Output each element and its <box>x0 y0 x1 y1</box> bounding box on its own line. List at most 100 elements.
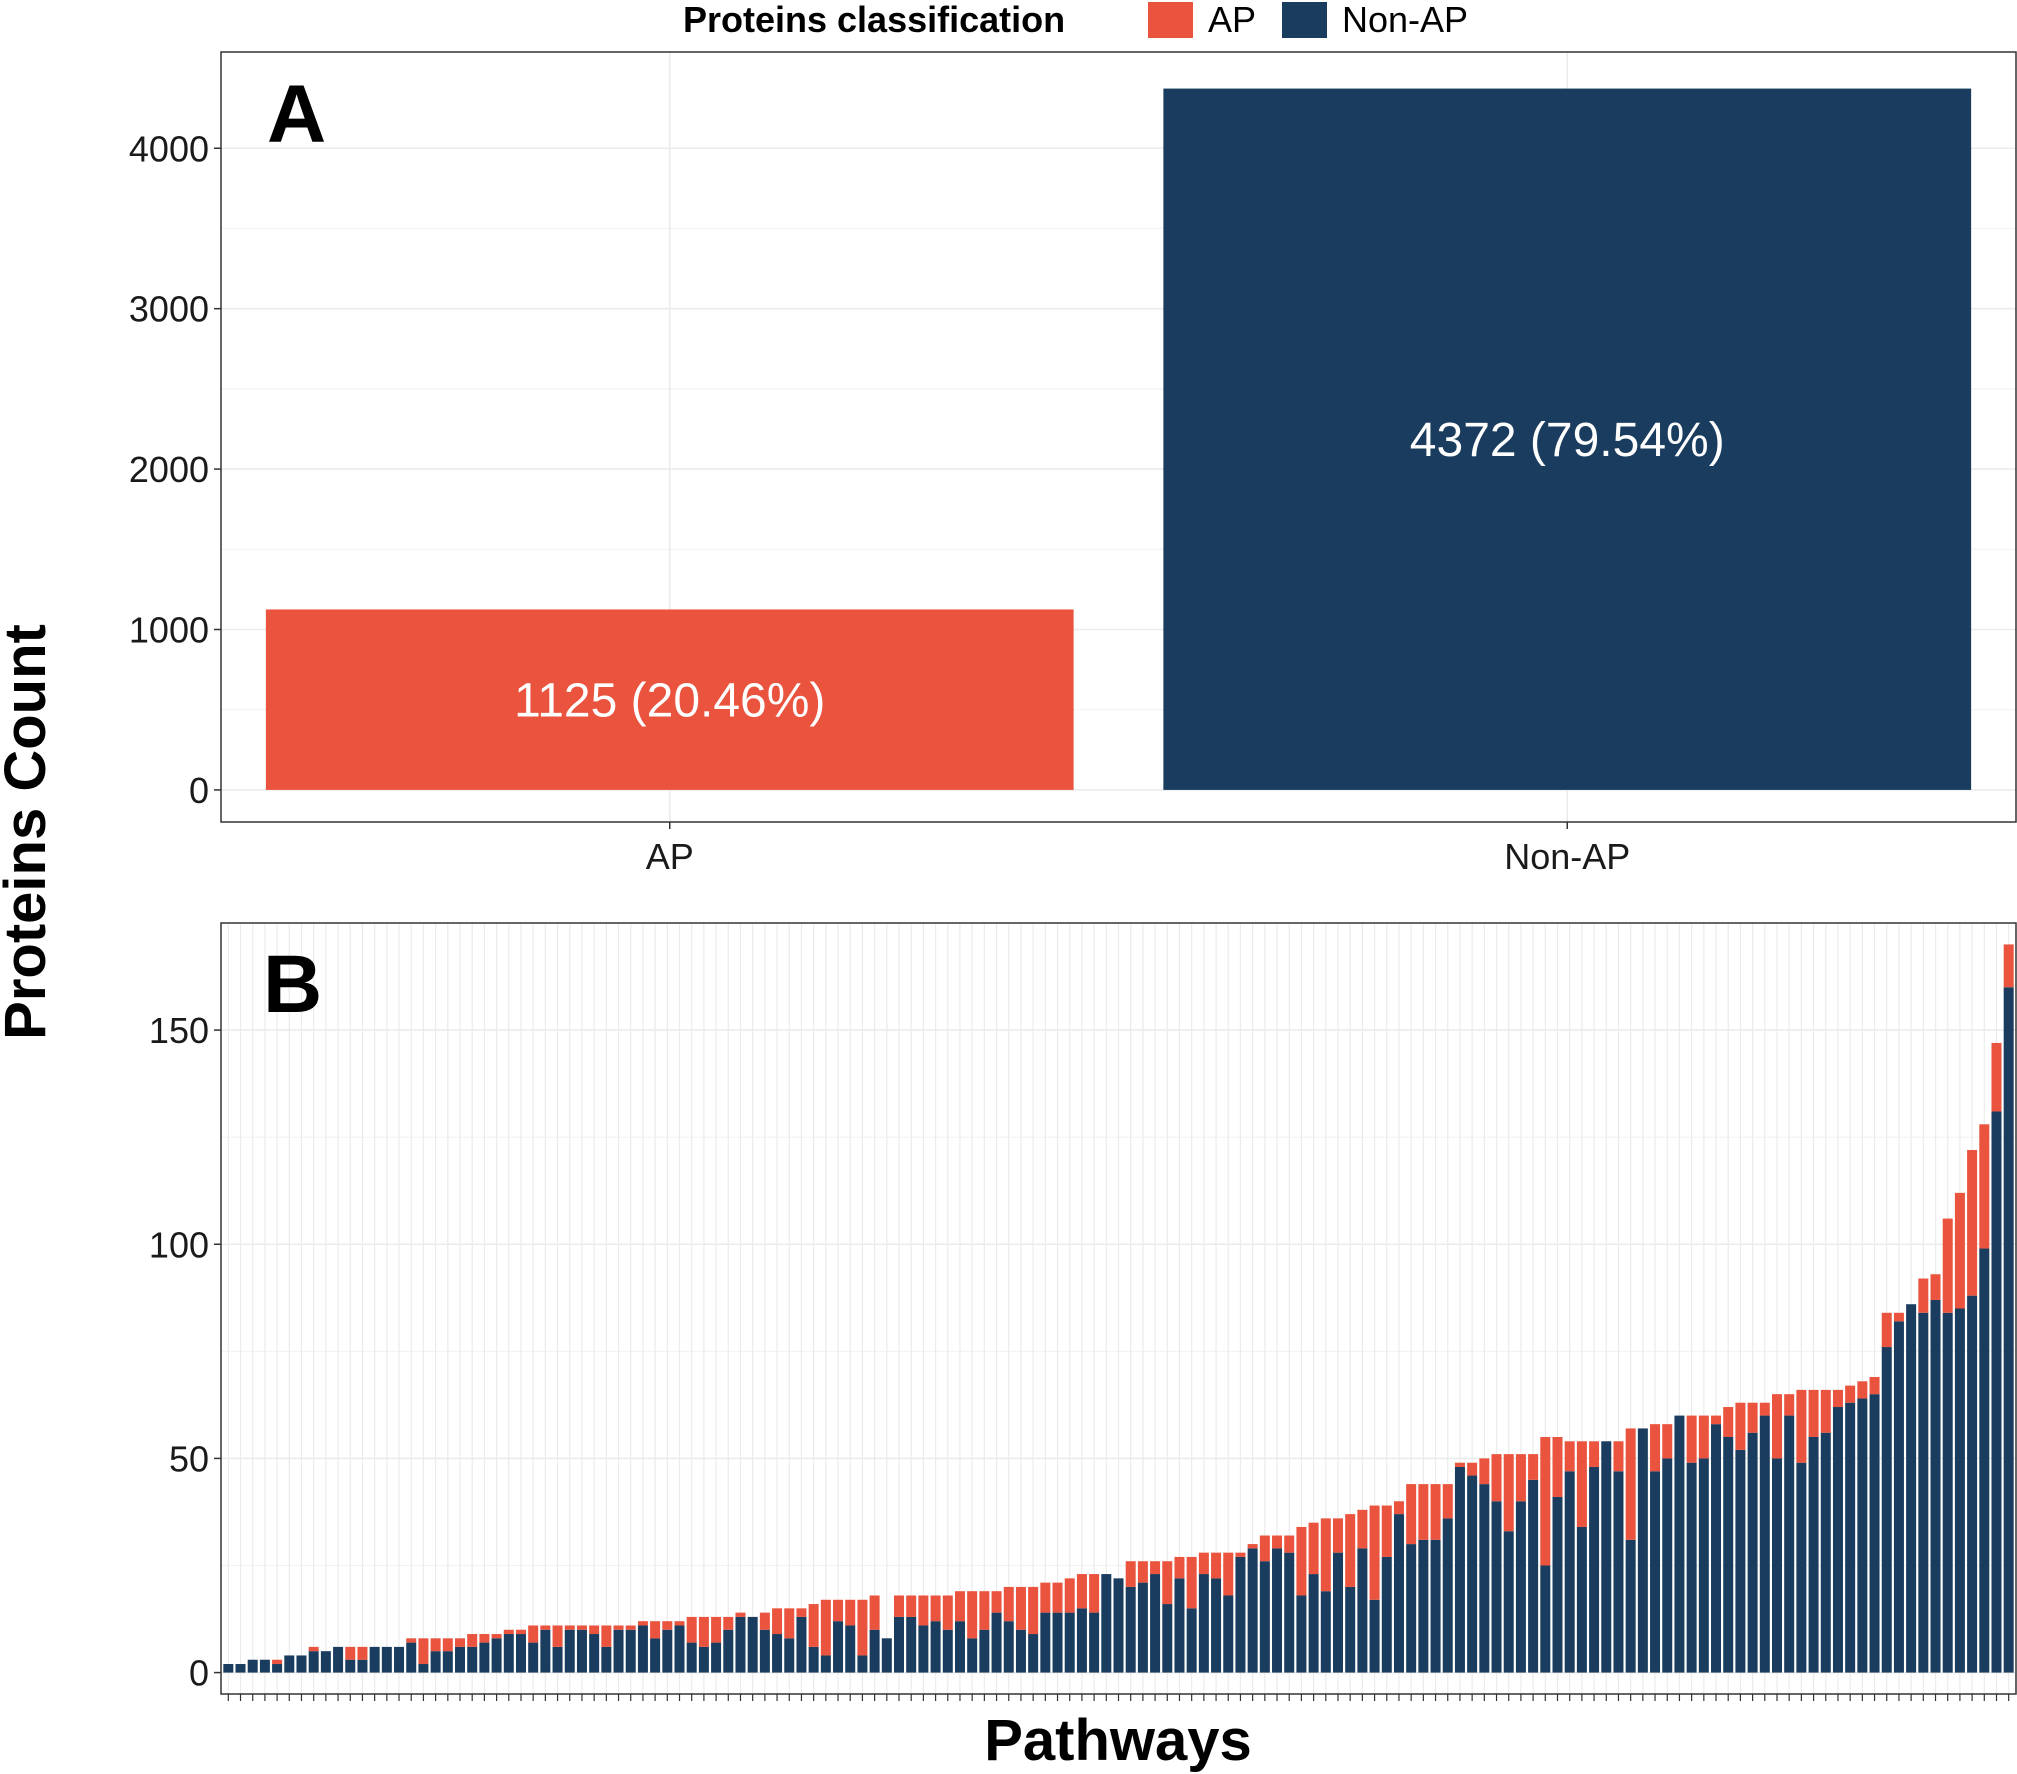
pathway-bar-ap <box>894 1595 905 1617</box>
pathway-bar-non-ap <box>1308 1574 1319 1673</box>
pathway-bar-non-ap <box>1967 1295 1978 1673</box>
panel-b-y-tick-label: 50 <box>169 1438 209 1479</box>
pathway-bar-ap <box>1991 1042 2002 1112</box>
panel-b-y-tick-label: 150 <box>149 1010 209 1051</box>
pathway-bar-ap <box>272 1659 283 1665</box>
pathway-bar-ap <box>1284 1535 1295 1553</box>
pathway-bar-ap <box>930 1595 941 1622</box>
pathway-bar-non-ap <box>1820 1432 1831 1673</box>
pathway-bar-non-ap <box>540 1629 551 1673</box>
pathway-bar-non-ap <box>881 1638 892 1673</box>
pathway-bar-ap <box>1503 1454 1514 1532</box>
pathway-bar-ap <box>1308 1522 1319 1575</box>
pathway-bar-ap <box>1564 1441 1575 1472</box>
pathway-bar-ap <box>808 1604 819 1647</box>
panel-a: 1125 (20.46%) 4372 (79.54%) 0 1000 2000 3000… <box>129 51 2017 877</box>
pathway-bar-ap <box>418 1638 429 1665</box>
pathway-bar-ap <box>1613 1441 1624 1472</box>
pathway-bar-non-ap <box>235 1664 246 1673</box>
pathway-bar-non-ap <box>1662 1458 1673 1673</box>
pathway-bar-ap <box>503 1629 514 1635</box>
pathway-bar-non-ap <box>1174 1578 1185 1673</box>
pathway-bar-non-ap <box>1064 1612 1075 1673</box>
pathway-bar-ap <box>1808 1389 1819 1437</box>
pathway-bar-non-ap <box>1930 1299 1941 1673</box>
pathway-bar-ap <box>833 1599 844 1622</box>
pathway-bar-ap <box>1418 1484 1429 1540</box>
pathway-bar-non-ap <box>552 1646 563 1673</box>
pathway-bar-ap <box>1125 1561 1136 1587</box>
pathway-bar-ap <box>796 1608 807 1617</box>
pathway-bar-non-ap <box>1284 1552 1295 1673</box>
pathway-bar-non-ap <box>735 1616 746 1673</box>
pathway-bar-non-ap <box>589 1634 600 1673</box>
pathway-bar-non-ap <box>1832 1407 1843 1673</box>
pathway-bar-ap <box>1186 1556 1197 1609</box>
pathway-bar-non-ap <box>455 1646 466 1673</box>
pathway-bar-ap <box>1003 1586 1014 1622</box>
y-axis-title: Proteins Count <box>0 624 58 1040</box>
panel-a-tag: A <box>267 69 326 160</box>
pathway-bar-ap <box>650 1621 661 1639</box>
pathway-bar-ap <box>479 1634 490 1643</box>
pathway-bar-ap <box>442 1638 453 1652</box>
pathway-bar-ap <box>552 1625 563 1647</box>
pathway-bar-non-ap <box>1479 1484 1490 1673</box>
pathway-bar-ap <box>820 1599 831 1656</box>
pathway-bar-ap <box>1345 1514 1356 1587</box>
pathway-bar-non-ap <box>1576 1526 1587 1673</box>
pathway-bar-non-ap <box>1467 1475 1478 1673</box>
pathway-bar-ap <box>1771 1394 1782 1459</box>
pathway-bar-ap <box>759 1612 770 1630</box>
pathway-bar-ap <box>637 1621 648 1626</box>
pathway-bar-non-ap <box>906 1616 917 1673</box>
pathway-bar-ap <box>1540 1437 1551 1566</box>
pathway-bar-ap <box>613 1625 624 1630</box>
pathway-bar-non-ap <box>259 1659 270 1673</box>
pathway-bar-non-ap <box>796 1616 807 1673</box>
pathway-bar-non-ap <box>369 1646 380 1673</box>
pathway-bar-non-ap <box>1845 1402 1856 1673</box>
pathway-bar-non-ap <box>1650 1471 1661 1673</box>
pathway-bar-non-ap <box>1150 1574 1161 1673</box>
legend-key-non-ap <box>1282 2 1327 38</box>
pathway-bar-non-ap <box>1893 1321 1904 1673</box>
pathway-bar-non-ap <box>491 1638 502 1673</box>
pathway-bar-non-ap <box>1125 1586 1136 1673</box>
pathway-bar-non-ap <box>613 1629 624 1673</box>
pathway-bar-non-ap <box>528 1642 539 1673</box>
pathway-bar-ap <box>1259 1535 1270 1562</box>
pathway-bar-non-ap <box>1979 1248 1990 1673</box>
pathway-bar-non-ap <box>1357 1548 1368 1673</box>
pathway-bar-non-ap <box>967 1638 978 1673</box>
pathway-bar-ap <box>1369 1505 1380 1600</box>
pathway-bar-ap <box>528 1625 539 1643</box>
pathway-bar-non-ap <box>784 1638 795 1673</box>
pathway-bar-ap <box>869 1595 880 1630</box>
panel-b-y-tick-label: 100 <box>149 1224 209 1265</box>
pathway-bar-non-ap <box>1162 1604 1173 1673</box>
legend-key-ap <box>1148 2 1193 38</box>
pathway-bar-non-ap <box>381 1646 392 1673</box>
pathway-bar-non-ap <box>1101 1574 1112 1673</box>
pathway-bar-non-ap <box>1747 1432 1758 1673</box>
pathway-bar-non-ap <box>394 1646 405 1673</box>
pathway-bar-ap <box>491 1634 502 1639</box>
pathway-bar-ap <box>1918 1278 1929 1313</box>
pathway-bar-non-ap <box>1418 1539 1429 1673</box>
bar-label-ap: 1125 (20.46%) <box>514 675 825 728</box>
pathway-bar-non-ap <box>1869 1394 1880 1673</box>
pathway-bar-ap <box>430 1638 441 1652</box>
pathway-bar-non-ap <box>1186 1608 1197 1673</box>
pathway-bar-non-ap <box>1430 1539 1441 1673</box>
panel-b-tag: B <box>263 939 322 1030</box>
pathway-bar-ap <box>357 1646 368 1660</box>
pathway-bar-non-ap <box>1015 1629 1026 1673</box>
pathway-bar-non-ap <box>1369 1599 1380 1673</box>
pathway-bar-non-ap <box>1393 1514 1404 1673</box>
pathway-bar-non-ap <box>930 1621 941 1673</box>
pathway-bar-non-ap <box>1345 1586 1356 1673</box>
pathway-bar-non-ap <box>942 1629 953 1673</box>
pathway-bar-ap <box>967 1591 978 1639</box>
